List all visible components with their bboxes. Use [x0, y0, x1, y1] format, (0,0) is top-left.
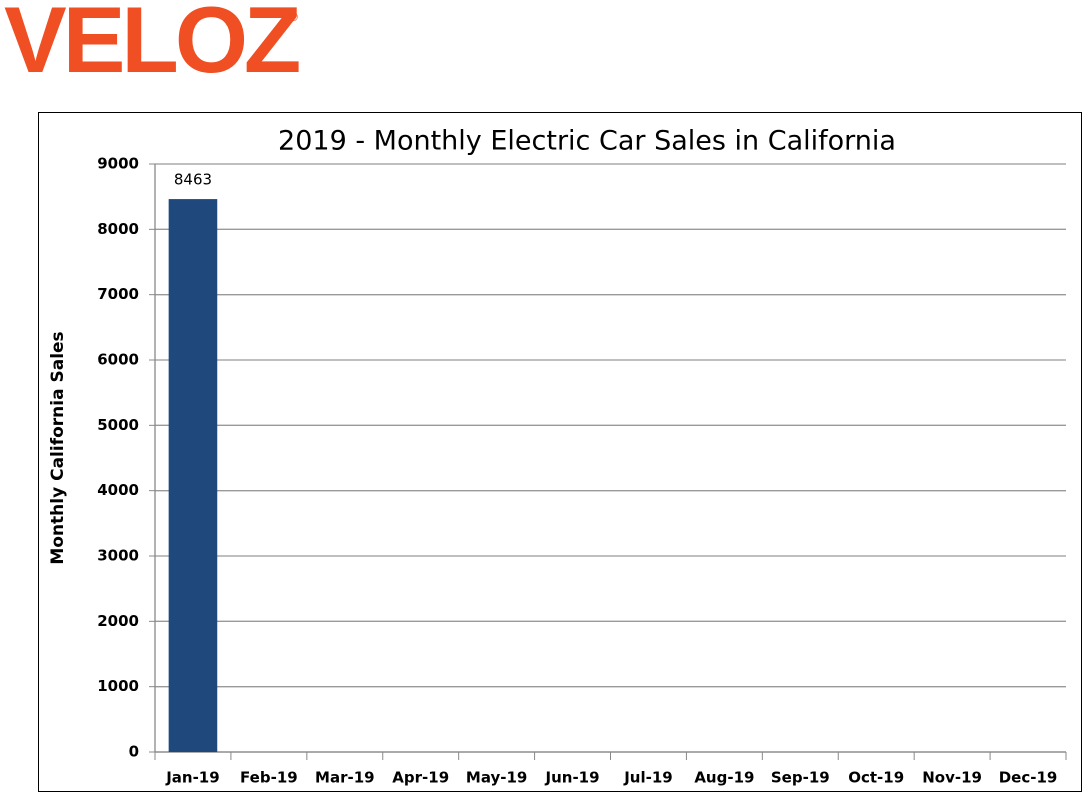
y-axis-label: Monthly California Sales: [48, 331, 68, 564]
logo-mark: ®: [289, 10, 298, 24]
x-tick-label: Jan-19: [165, 769, 219, 787]
y-tick-label: 7000: [97, 285, 139, 303]
y-tick-label: 3000: [97, 547, 139, 565]
logo: VELOZ: [4, 0, 299, 92]
x-tick-label: Oct-19: [848, 769, 904, 787]
y-tick-label: 6000: [97, 351, 139, 369]
x-tick-label: Apr-19: [392, 769, 449, 787]
y-tick-label: 1000: [97, 677, 139, 695]
y-tick-label: 2000: [97, 612, 139, 630]
x-tick-label: Sep-19: [771, 769, 830, 787]
x-tick-label: Aug-19: [694, 769, 754, 787]
x-tick-label: Dec-19: [999, 769, 1058, 787]
x-tick-label: Jul-19: [623, 769, 673, 787]
y-tick-label: 0: [129, 743, 139, 761]
chart-title: 2019 - Monthly Electric Car Sales in Cal…: [278, 126, 896, 157]
x-tick-label: Mar-19: [315, 769, 375, 787]
y-tick-label: 5000: [97, 416, 139, 434]
y-tick-label: 8000: [97, 220, 139, 238]
y-tick-label: 9000: [97, 155, 139, 173]
data-label: 8463: [174, 171, 212, 189]
x-tick-label: May-19: [466, 769, 527, 787]
y-tick-label: 4000: [97, 481, 139, 499]
x-tick-label: Nov-19: [922, 769, 982, 787]
x-tick-label: Feb-19: [240, 769, 298, 787]
x-tick-label: Jun-19: [545, 769, 600, 787]
bar: [168, 199, 218, 753]
